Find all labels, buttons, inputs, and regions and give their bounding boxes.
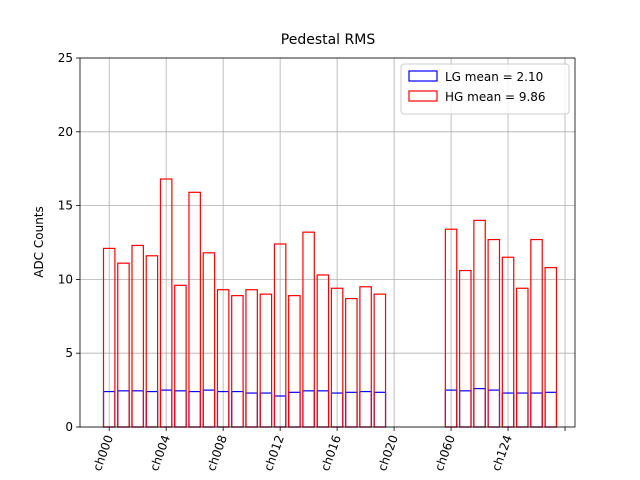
- y-tick-label: 20: [58, 125, 73, 139]
- x-tick-label: ch060: [432, 433, 458, 473]
- bar: [373, 293, 387, 428]
- legend-label: HG mean = 9.86: [445, 90, 546, 104]
- bar: [473, 388, 486, 428]
- x-tick-label: ch016: [318, 433, 344, 473]
- bar: [544, 266, 558, 428]
- x-tick-label: ch004: [147, 433, 173, 473]
- bar: [174, 390, 187, 428]
- bar: [515, 287, 529, 428]
- bar: [174, 284, 187, 428]
- bar: [544, 391, 558, 428]
- bar: [530, 238, 543, 428]
- bar: [202, 389, 216, 428]
- y-tick-label: 25: [58, 51, 73, 65]
- bar: [231, 295, 244, 428]
- bar: [145, 255, 159, 428]
- x-tick-label: ch124: [489, 433, 515, 473]
- bar: [259, 293, 273, 428]
- chart-title: Pedestal RMS: [281, 32, 376, 48]
- bar: [245, 289, 258, 428]
- legend-box: [400, 63, 570, 115]
- bar: [359, 286, 372, 428]
- bar: [316, 390, 330, 428]
- x-tick-label: ch008: [204, 433, 230, 473]
- bar: [288, 295, 301, 428]
- bar: [515, 392, 529, 428]
- bar: [359, 390, 372, 428]
- bar: [459, 390, 472, 428]
- bar: [473, 219, 486, 428]
- bar: [131, 390, 144, 428]
- legend-label: LG mean = 2.10: [445, 70, 543, 84]
- bar: [145, 390, 159, 428]
- bar: [530, 392, 543, 428]
- bar: [302, 231, 315, 428]
- bar: [117, 390, 130, 428]
- y-tick-label: 0: [65, 420, 73, 434]
- bar: [245, 392, 258, 428]
- x-tick-label: ch000: [90, 433, 116, 473]
- plot-frame: [79, 57, 576, 428]
- bar: [302, 390, 315, 428]
- legend-swatch: [408, 90, 438, 102]
- bar: [345, 297, 358, 428]
- bar: [131, 244, 144, 428]
- y-tick-label: 15: [58, 199, 73, 213]
- bar: [373, 391, 387, 428]
- bar: [487, 389, 501, 428]
- y-axis-label: ADC Counts: [32, 206, 46, 278]
- bar: [117, 262, 130, 428]
- y-tick-label: 5: [65, 346, 73, 360]
- y-tick-label: 10: [58, 272, 73, 286]
- bar: [316, 274, 330, 428]
- bar: [202, 252, 216, 428]
- bar: [259, 392, 273, 428]
- x-tick-label: ch020: [375, 433, 401, 473]
- bar: [459, 269, 472, 428]
- bar: [288, 391, 301, 428]
- bar: [345, 391, 358, 428]
- bar: [188, 390, 201, 428]
- bar: [487, 238, 501, 428]
- legend-swatch: [408, 70, 438, 82]
- bar: [231, 390, 244, 428]
- x-tick-label: ch012: [261, 433, 287, 473]
